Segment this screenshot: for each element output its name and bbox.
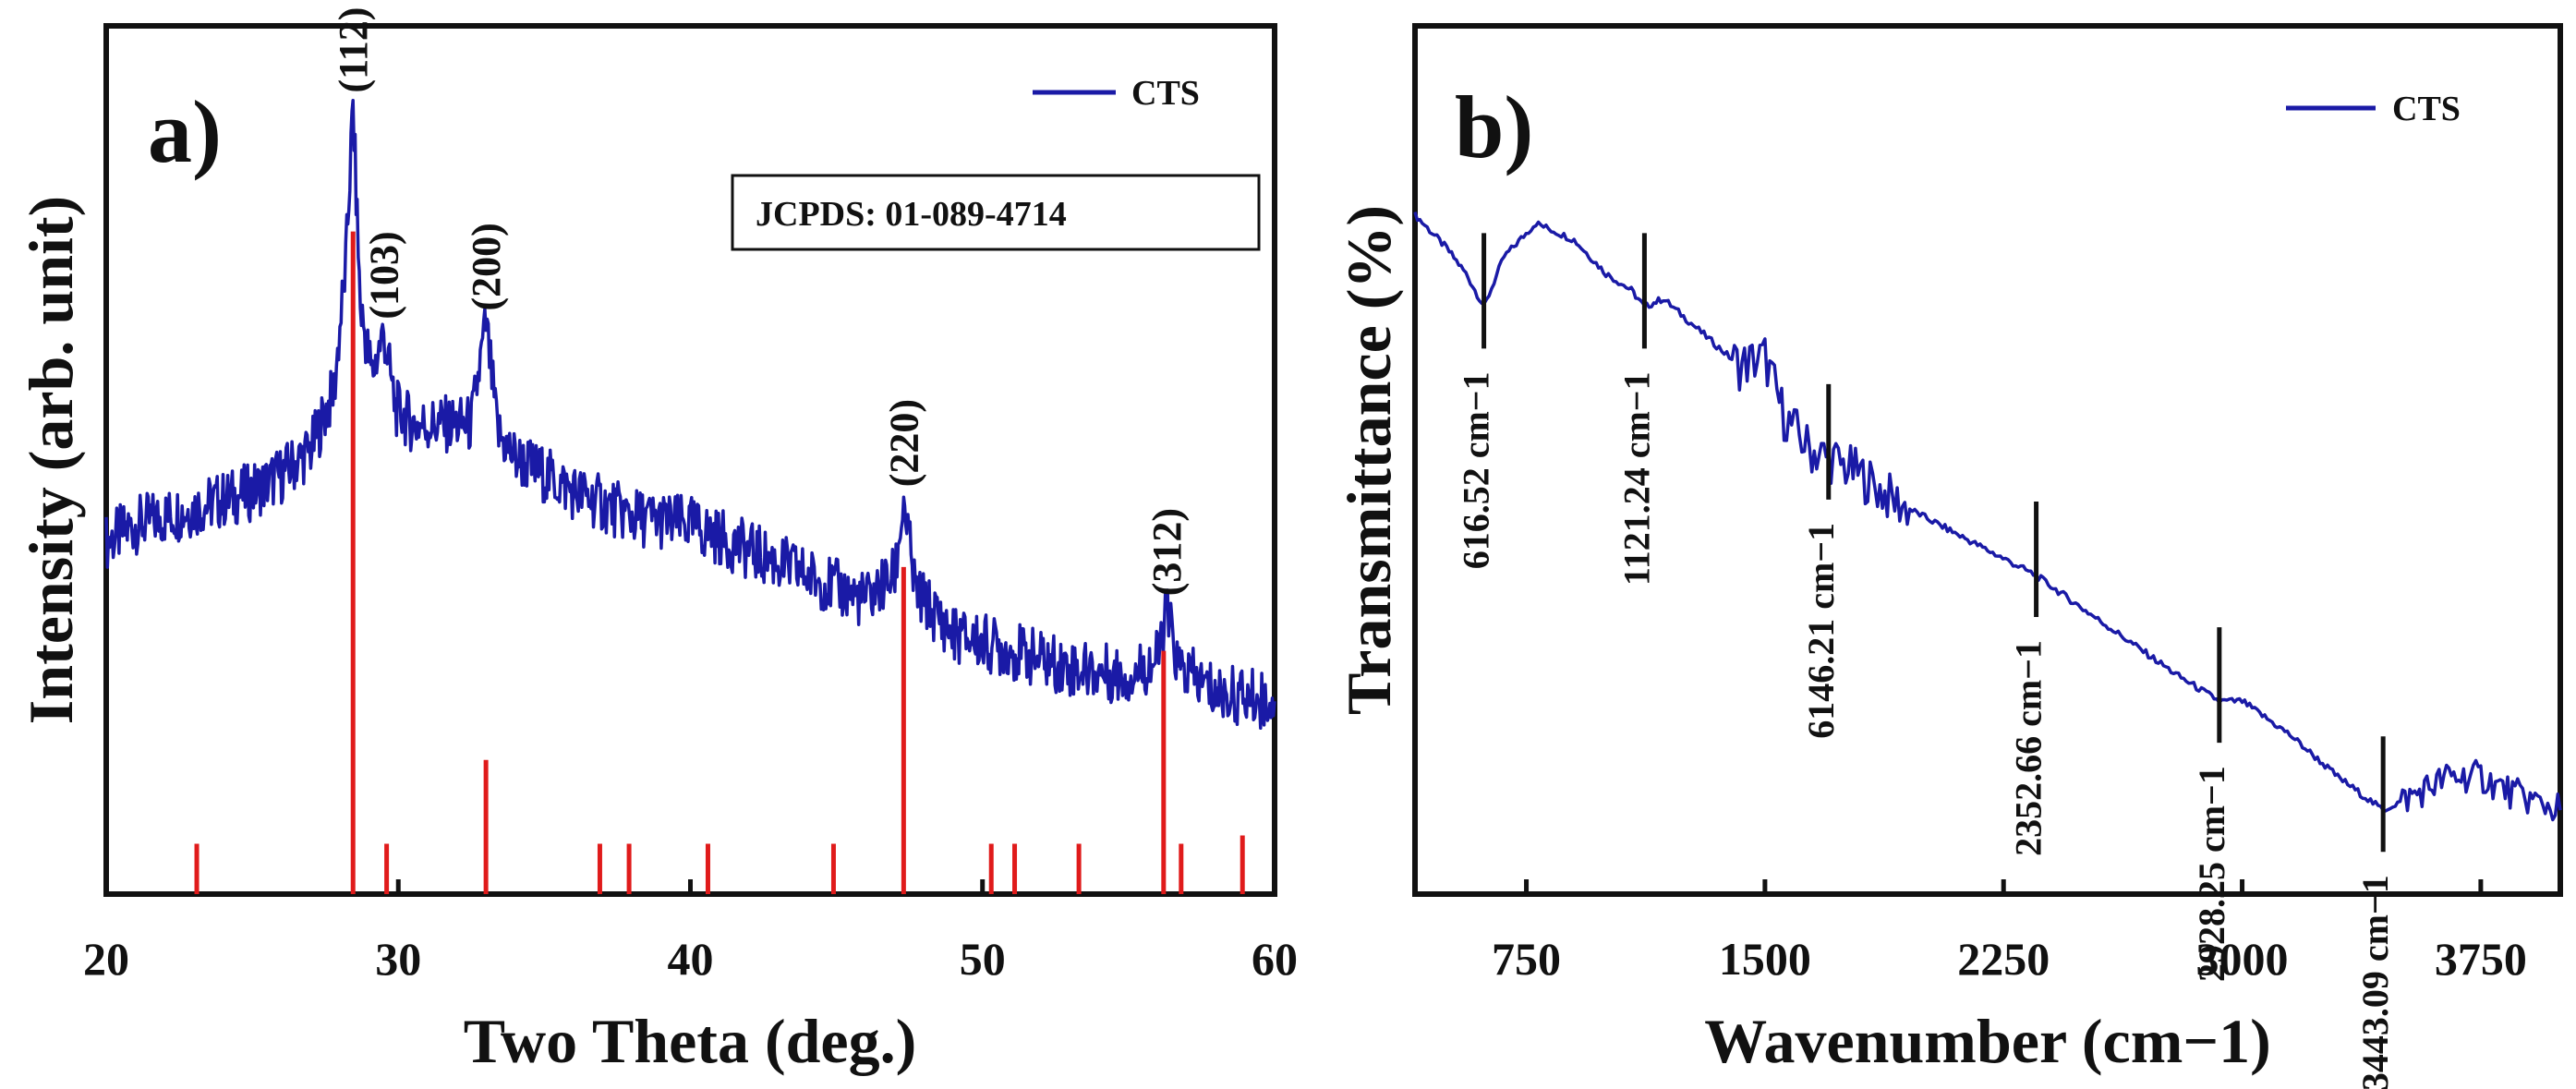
- reference-box-label: JCPDS: 01-089-4714: [756, 195, 1067, 234]
- x-tick-label: 750: [1492, 933, 1561, 985]
- panel-a-x-ticks: 20 30 40 50 60: [83, 879, 1298, 985]
- panel-a-y-axis-title: Intensity (arb. unit): [16, 196, 86, 724]
- x-tick-label: 20: [83, 933, 129, 985]
- panel-b-frame: [1412, 23, 2563, 897]
- x-tick-label: 40: [668, 933, 714, 985]
- panel-a-legend-label: CTS: [1131, 74, 1200, 113]
- peak-label: (112): [331, 7, 376, 93]
- reference-box-frame: [731, 174, 1261, 251]
- panel-a: a) CTS JCPDS: 01-089-4714 (112) (103) (200…: [16, 7, 1298, 1076]
- peak-label: (103): [361, 231, 406, 319]
- panel-a-series-line: [104, 98, 1276, 731]
- x-tick-label: 30: [375, 933, 421, 985]
- x-tick-label: 50: [960, 933, 1006, 985]
- panel-a-legend: CTS: [1033, 74, 1200, 113]
- panel-b-x-ticks: 750 1500 2250 3000 3750: [1492, 879, 2527, 985]
- panel-a-reference-box: JCPDS: 01-089-4714: [731, 174, 1261, 251]
- x-tick-label: 3000: [2196, 933, 2289, 985]
- panel-b-annotations: 616.52 cm−1 1121.24 cm−1 6146.21 cm−1 2352.…: [1456, 233, 2396, 1089]
- annotation-label: 2928.25 cm−1: [2191, 766, 2232, 982]
- peak-label: (200): [464, 223, 509, 310]
- peak-label: (312): [1144, 508, 1190, 596]
- panel-b-label: b): [1455, 78, 1533, 176]
- panel-b-y-axis-title: Transmittance (%): [1334, 205, 1404, 715]
- annotation-label: 616.52 cm−1: [1456, 371, 1497, 569]
- annotation-label: 3443.09 cm−1: [2354, 875, 2396, 1089]
- panel-b-legend-label: CTS: [2392, 90, 2461, 128]
- panel-b-x-axis-title: Wavenumber (cm−1): [1704, 1006, 2271, 1076]
- x-tick-label: 60: [1252, 933, 1298, 985]
- panel-a-label: a): [148, 82, 222, 181]
- x-tick-label: 3750: [2435, 933, 2527, 985]
- panel-b: b) CTS 616.52 cm−1 1121.24 cm−1 6146.21 cm…: [1334, 23, 2563, 1089]
- panel-b-legend: CTS: [2286, 90, 2461, 128]
- annotation-label: 1121.24 cm−1: [1615, 371, 1657, 586]
- x-tick-label: 2250: [1957, 933, 2050, 985]
- peak-label: (220): [881, 399, 926, 487]
- panel-a-reference-lines: [194, 231, 1245, 894]
- panel-b-series-line: [1413, 212, 2562, 822]
- x-tick-label: 1500: [1719, 933, 1811, 985]
- annotation-label: 2352.66 cm−1: [2008, 640, 2050, 856]
- annotation-label: 6146.21 cm−1: [1800, 523, 1842, 739]
- panel-a-peak-labels: (112) (103) (200) (220) (312): [331, 7, 1190, 597]
- panel-a-x-axis-title: Two Theta (deg.): [464, 1006, 916, 1076]
